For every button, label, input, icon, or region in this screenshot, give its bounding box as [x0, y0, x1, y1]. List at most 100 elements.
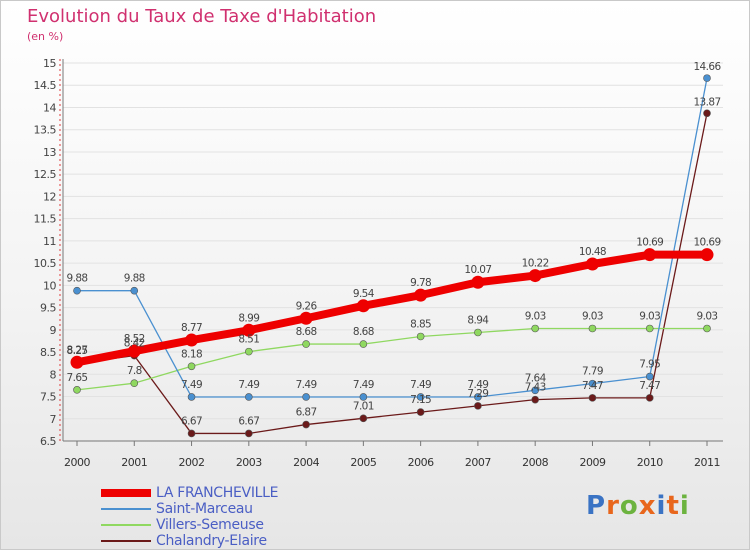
series-line-3 — [76, 112, 708, 435]
x-tick-label: 2000 — [64, 456, 90, 469]
y-tick-label: 10 — [43, 279, 56, 292]
data-point — [416, 332, 425, 341]
data-label: 7.79 — [582, 366, 603, 378]
legend-label: Chalandry-Elaire — [156, 533, 267, 549]
data-label: 8.51 — [238, 334, 259, 346]
series-line-0 — [73, 250, 711, 367]
data-label: 7.8 — [127, 365, 142, 377]
data-point — [242, 323, 256, 337]
legend-label: Saint-Marceau — [156, 501, 253, 517]
data-point — [703, 74, 711, 82]
data-label: 10.07 — [464, 264, 491, 276]
data-label: 9.03 — [639, 310, 660, 322]
legend-swatch — [101, 508, 151, 510]
data-label: 6.67 — [238, 415, 259, 427]
data-label: 7.49 — [238, 379, 259, 391]
data-point — [416, 393, 425, 401]
series-line-2 — [76, 327, 708, 391]
y-tick-label: 9 — [50, 324, 57, 337]
data-point — [356, 299, 370, 313]
legend: LA FRANCHEVILLE Saint-Marceau Villers-Seme… — [101, 485, 421, 549]
series-line-1 — [76, 77, 708, 398]
data-label: 10.48 — [579, 246, 606, 258]
data-point — [700, 248, 714, 262]
y-tick-label: 14 — [43, 101, 56, 114]
y-tick-label: 13 — [43, 146, 56, 159]
data-label: 7.49 — [181, 379, 202, 391]
data-point — [302, 420, 310, 429]
x-tick-label: 2008 — [522, 456, 548, 469]
y-tick-label: 12 — [43, 190, 56, 203]
data-label: 7.49 — [353, 379, 374, 391]
data-label: 7.49 — [410, 379, 431, 391]
data-label: 14.66 — [693, 61, 721, 73]
data-point — [588, 394, 597, 402]
data-point — [588, 379, 597, 388]
y-tick-label: 14.5 — [34, 79, 57, 92]
data-point — [703, 109, 711, 118]
y-tick-label: 9.5 — [40, 302, 56, 315]
x-tick-label: 2011 — [694, 456, 720, 469]
legend-label: LA FRANCHEVILLE — [156, 485, 279, 501]
data-label: 8.68 — [353, 326, 374, 338]
data-label: 8.85 — [410, 318, 431, 330]
logo-letter: o — [619, 491, 639, 521]
y-tick-label: 12.5 — [34, 168, 57, 181]
data-point — [302, 393, 310, 401]
proxiti-logo: Proxiti — [586, 491, 690, 521]
data-point — [185, 333, 199, 347]
y-tick-label: 6.5 — [40, 435, 56, 448]
data-point — [359, 393, 368, 401]
logo-letter: P — [586, 491, 607, 521]
data-point — [245, 393, 253, 401]
data-point — [73, 286, 81, 295]
x-tick-label: 2005 — [350, 456, 376, 469]
data-point — [645, 394, 654, 402]
data-point — [130, 379, 139, 387]
data-label: 7.43 — [525, 382, 546, 394]
data-label: 7.29 — [467, 388, 488, 400]
data-point — [302, 340, 310, 348]
x-tick-label: 2003 — [236, 456, 262, 469]
data-label: 8.27 — [67, 344, 88, 356]
data-label: 9.26 — [296, 300, 318, 312]
data-label: 10.69 — [693, 237, 720, 249]
data-point — [531, 395, 539, 404]
legend-swatch — [101, 524, 151, 526]
data-label: 10.69 — [636, 237, 663, 249]
data-label: 9.03 — [697, 310, 718, 322]
logo-letter: r — [606, 491, 620, 521]
data-label: 9.54 — [353, 288, 375, 300]
data-point — [474, 402, 482, 410]
data-label: 6.67 — [181, 415, 202, 427]
data-point — [187, 393, 196, 401]
data-point — [299, 311, 313, 325]
data-point — [245, 347, 253, 356]
data-label: 7.49 — [467, 379, 488, 391]
data-label: 8.42 — [124, 338, 145, 350]
data-label: 10.22 — [522, 258, 549, 270]
data-point — [703, 324, 711, 333]
data-point — [359, 414, 368, 423]
data-point — [471, 275, 485, 289]
data-point — [531, 386, 539, 395]
data-label: 7.64 — [525, 372, 547, 384]
legend-item: Chalandry-Elaire — [101, 533, 421, 549]
data-point — [414, 288, 428, 302]
chart-unit: (en %) — [27, 30, 64, 43]
data-label: 9.78 — [410, 277, 431, 289]
data-label: 8.77 — [181, 322, 202, 334]
data-label: 13.87 — [693, 96, 720, 108]
data-label: 7.47 — [582, 380, 603, 392]
logo-letter: x — [638, 491, 657, 521]
y-tick-label: 7.5 — [40, 391, 56, 404]
data-label: 7.15 — [410, 394, 431, 406]
chart-title: Evolution du Taux de Taxe d'Habitation — [27, 6, 377, 27]
data-point — [187, 362, 196, 371]
x-tick-label: 2006 — [408, 456, 434, 469]
data-point — [528, 269, 542, 283]
y-tick-label: 11 — [43, 235, 56, 248]
data-label: 8.25 — [67, 345, 88, 357]
logo-letter: i — [679, 491, 690, 521]
